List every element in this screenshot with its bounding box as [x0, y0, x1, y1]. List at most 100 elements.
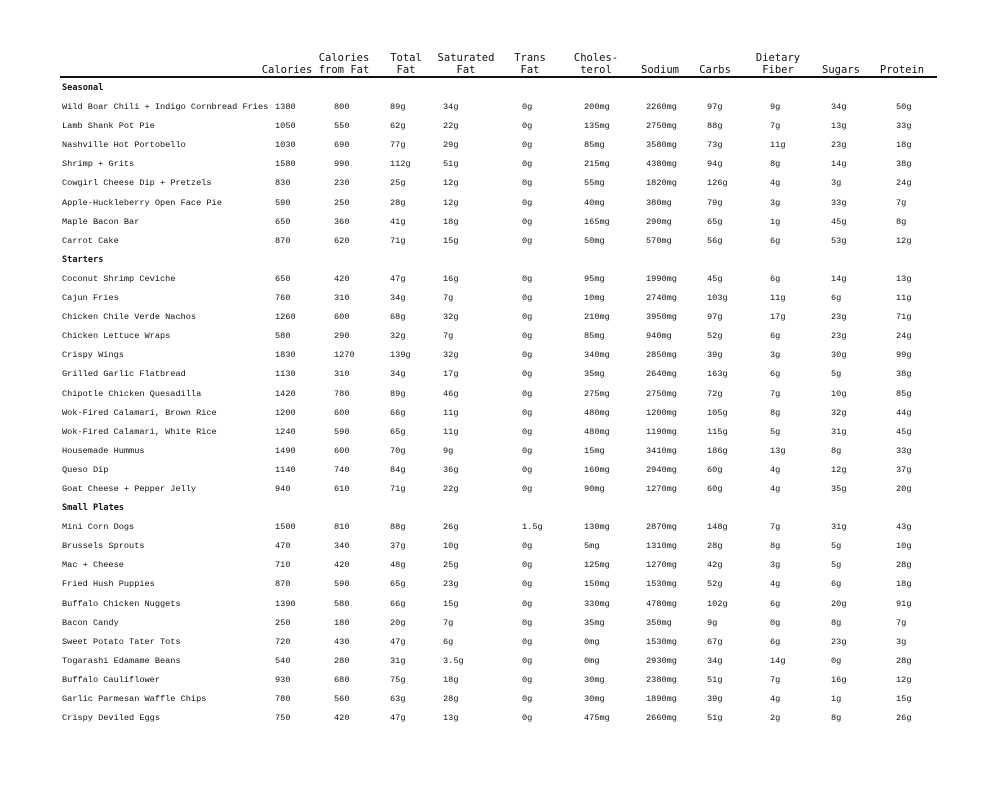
cell-calories-from-fat: 690: [334, 140, 350, 151]
cell-calories-from-fat: 310: [334, 369, 350, 380]
cell-item-name: Chicken Chile Verde Nachos: [62, 312, 197, 323]
cell-sugars: 12g: [831, 464, 847, 475]
cell-calories-from-fat: 280: [334, 655, 350, 666]
cell-trans-fat: 0g: [522, 350, 533, 361]
table-row: Goat Cheese + Pepper Jelly 940 610 71g 22g 0g…: [0, 480, 1000, 499]
cell-saturated-fat: 28g: [443, 694, 459, 704]
cell-calories-from-fat: 420: [334, 713, 350, 724]
cell-calories: 1140: [275, 464, 296, 475]
cell-calories-from-fat: 550: [334, 121, 350, 132]
cell-calories: 1130: [275, 369, 296, 380]
cell-sugars: 3g: [831, 178, 842, 189]
cell-sodium: 1990mg: [646, 273, 677, 284]
cell-protein: 24g: [896, 331, 912, 342]
table-row: Sweet Potato Tater Tots 720 430 47g 6g 0g 0mg 1…: [0, 633, 1000, 652]
cell-saturated-fat: 7g: [443, 331, 454, 342]
cell-sugars: 35g: [831, 483, 847, 494]
cell-sodium: 4780mg: [646, 598, 677, 609]
cell-protein: 10g: [896, 541, 912, 552]
cell-calories-from-fat: 180: [334, 617, 350, 628]
cell-sugars: 31g: [831, 426, 847, 437]
cell-dietary-fiber: 7g: [770, 674, 781, 685]
cell-total-fat: 84g: [390, 464, 406, 475]
cell-trans-fat: 0g: [522, 121, 533, 132]
cell-protein: 18g: [896, 140, 912, 151]
cell-trans-fat: 0g: [522, 445, 533, 456]
cell-sugars: 8g: [831, 445, 842, 456]
cell-protein: 11g: [896, 293, 912, 304]
cell-carbs: 97g: [707, 312, 723, 323]
table-row: Coconut Shrimp Ceviche 650 420 47g 16g 0g 95mg…: [0, 270, 1000, 289]
cell-carbs: 56g: [707, 235, 723, 246]
cell-dietary-fiber: 0g: [770, 617, 781, 628]
cell-sugars: 34g: [831, 102, 847, 113]
cell-trans-fat: 0g: [522, 674, 533, 685]
cell-calories-from-fat: 990: [334, 159, 350, 170]
cell-sodium: 2660mg: [646, 713, 677, 724]
cell-saturated-fat: 15g: [443, 235, 459, 246]
cell-trans-fat: 0g: [522, 369, 533, 380]
cell-dietary-fiber: 7g: [770, 121, 781, 132]
cell-total-fat: 75g: [390, 674, 406, 685]
cell-sugars: 8g: [831, 713, 842, 724]
cell-total-fat: 34g: [390, 293, 406, 304]
cell-protein: 8g: [896, 216, 907, 227]
table-row: Grilled Garlic Flatbread 1130 310 34g 17g 0g 3…: [0, 365, 1000, 384]
cell-sugars: 5g: [831, 560, 842, 571]
cell-saturated-fat: 16g: [443, 273, 459, 284]
cell-calories-from-fat: 420: [334, 273, 350, 284]
cell-trans-fat: 0g: [522, 407, 533, 418]
cell-item-name: Bacon Candy: [62, 617, 119, 628]
cell-dietary-fiber: 2g: [770, 713, 781, 724]
cell-item-name: Cowgirl Cheese Dip + Pretzels: [62, 178, 212, 189]
cell-total-fat: 41g: [390, 216, 406, 227]
cell-trans-fat: 0g: [522, 331, 533, 342]
cell-calories: 1830: [275, 350, 296, 361]
cell-total-fat: 66g: [390, 598, 406, 609]
cell-dietary-fiber: 3g: [770, 197, 781, 208]
cell-cholesterol: 40mg: [584, 197, 605, 208]
cell-dietary-fiber: 7g: [770, 388, 781, 399]
cell-carbs: 65g: [707, 216, 723, 227]
cell-calories: 1580: [275, 159, 296, 170]
cell-protein: 28g: [896, 655, 912, 666]
cell-total-fat: 32g: [390, 331, 406, 342]
cell-protein: 85g: [896, 388, 912, 399]
cell-dietary-fiber: 4g: [770, 694, 781, 704]
cell-item-name: Wok-Fired Calamari, Brown Rice: [62, 407, 217, 418]
cell-sugars: 0g: [831, 655, 842, 666]
cell-total-fat: 71g: [390, 235, 406, 246]
cell-item-name: Carrot Cake: [62, 235, 119, 246]
cell-saturated-fat: 51g: [443, 159, 459, 170]
cell-calories: 760: [275, 293, 291, 304]
cell-total-fat: 62g: [390, 121, 406, 132]
cell-saturated-fat: 22g: [443, 121, 459, 132]
cell-dietary-fiber: 6g: [770, 598, 781, 609]
table-row: Nashville Hot Portobello 1030 690 77g 29g 0g 8…: [0, 136, 1000, 155]
section-header: Starters: [0, 251, 1000, 270]
cell-trans-fat: 0g: [522, 178, 533, 189]
cell-sodium: 1270mg: [646, 560, 677, 571]
cell-cholesterol: 35mg: [584, 369, 605, 380]
section-title: Small Plates: [62, 503, 125, 514]
cell-total-fat: 48g: [390, 560, 406, 571]
cell-calories: 1420: [275, 388, 296, 399]
cell-sugars: 14g: [831, 273, 847, 284]
cell-item-name: Crispy Wings: [62, 350, 124, 361]
table-row: Cajun Fries 760 310 34g 7g 0g 10mg 2740mg 103g 11…: [0, 289, 1000, 308]
column-header-sugars: Sugars: [822, 64, 860, 76]
column-header-dietary-fiber: Dietary Fiber: [755, 52, 801, 76]
cell-dietary-fiber: 8g: [770, 407, 781, 418]
cell-trans-fat: 0g: [522, 235, 533, 246]
cell-sugars: 23g: [831, 636, 847, 647]
table-row: Chicken Chile Verde Nachos 1260 600 68g 32g 0…: [0, 308, 1000, 327]
cell-calories-from-fat: 560: [334, 694, 350, 704]
cell-calories: 1240: [275, 426, 296, 437]
cell-calories-from-fat: 580: [334, 598, 350, 609]
cell-protein: 3g: [896, 636, 907, 647]
cell-cholesterol: 125mg: [584, 560, 610, 571]
table-row: Togarashi Edamame Beans 540 280 31g 3.5g 0g 0m…: [0, 652, 1000, 671]
cell-protein: 71g: [896, 312, 912, 323]
cell-item-name: Chipotle Chicken Quesadilla: [62, 388, 202, 399]
table-row: Carrot Cake 870 620 71g 15g 0g 50mg 570mg 56g 6g 5…: [0, 232, 1000, 251]
